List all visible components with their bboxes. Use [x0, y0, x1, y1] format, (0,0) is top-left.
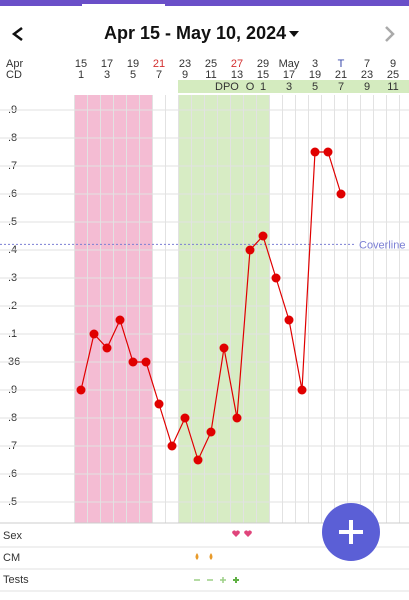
temperature-point	[219, 343, 229, 353]
temperature-point	[89, 329, 99, 339]
date-label: 7	[364, 58, 370, 70]
temperature-point	[102, 343, 112, 353]
date-label: 21	[153, 58, 165, 70]
dpo-label: DPO	[215, 81, 239, 93]
temperature-point	[128, 357, 138, 367]
temperature-point	[323, 147, 333, 157]
date-label: 25	[205, 58, 217, 70]
temperature-point	[141, 357, 151, 367]
dpo-band	[178, 80, 409, 93]
date-label: 23	[179, 58, 191, 70]
cycle-day: 17	[283, 69, 295, 81]
temperature-point	[76, 385, 86, 395]
temperature-point	[206, 427, 216, 437]
fertile-band	[178, 95, 270, 523]
temperature-point	[297, 385, 307, 395]
temperature-point	[115, 315, 125, 325]
tab-indicator	[82, 4, 165, 6]
date-label: 19	[127, 58, 139, 70]
dpo-value: 5	[312, 81, 318, 93]
date-label: 9	[390, 58, 396, 70]
temperature-point	[193, 455, 203, 465]
date-label: 27	[231, 58, 243, 70]
date-label: 3	[312, 58, 318, 70]
temperature-point	[336, 189, 346, 199]
test-positive	[220, 577, 226, 583]
cycle-day: 3	[104, 69, 110, 81]
cycle-day: 21	[335, 69, 347, 81]
date-label: 29	[257, 58, 269, 70]
back-button[interactable]	[11, 27, 23, 41]
cycle-day: 7	[156, 69, 162, 81]
row-label: Sex	[3, 530, 22, 542]
dpo-value: 11	[387, 81, 398, 93]
cycle-day: 1	[78, 69, 84, 81]
add-icon	[339, 520, 363, 544]
heart-icon	[232, 530, 240, 537]
cm-icon	[209, 553, 213, 560]
cycle-day: 9	[182, 69, 188, 81]
temperature-point	[284, 315, 294, 325]
cm-icon	[195, 553, 199, 560]
cycle-day: 5	[130, 69, 136, 81]
cycle-day: 23	[361, 69, 373, 81]
dpo-value: 7	[338, 81, 344, 93]
date-label: 15	[75, 58, 87, 70]
coverline-label: Coverline	[359, 239, 405, 251]
temperature-point	[180, 413, 190, 423]
chart: AprCDDPO15117319521723925112713O29151May…	[0, 58, 409, 586]
dropdown[interactable]	[289, 31, 299, 37]
cycle-day: 15	[257, 69, 269, 81]
temperature-point	[310, 147, 320, 157]
cycle-day: 25	[387, 69, 399, 81]
row-label: Tests	[3, 574, 29, 586]
temperature-point	[167, 441, 177, 451]
dpo-value: 9	[364, 81, 370, 93]
title[interactable]: Apr 15 - May 10, 2024	[104, 23, 286, 43]
forward-button[interactable]	[385, 26, 395, 42]
date-label: May	[279, 58, 300, 70]
dpo-value: 1	[260, 81, 266, 93]
temperature-point	[154, 399, 164, 409]
date-label: T	[338, 58, 345, 70]
cycle-day: 13	[231, 69, 243, 81]
dpo-value: O	[246, 81, 255, 93]
date-label: 17	[101, 58, 113, 70]
dpo-value: 3	[286, 81, 292, 93]
month-label: Apr	[6, 58, 23, 70]
cd-label: CD	[6, 69, 22, 81]
row-label: CM	[3, 552, 20, 564]
test-positive	[233, 577, 239, 583]
temperature-point	[258, 231, 268, 241]
cycle-day: 19	[309, 69, 321, 81]
top-strip	[0, 0, 409, 6]
temperature-point	[232, 413, 242, 423]
heart-icon	[244, 530, 252, 537]
temperature-point	[271, 273, 281, 283]
cycle-day: 11	[205, 69, 216, 81]
temperature-point	[245, 245, 255, 255]
